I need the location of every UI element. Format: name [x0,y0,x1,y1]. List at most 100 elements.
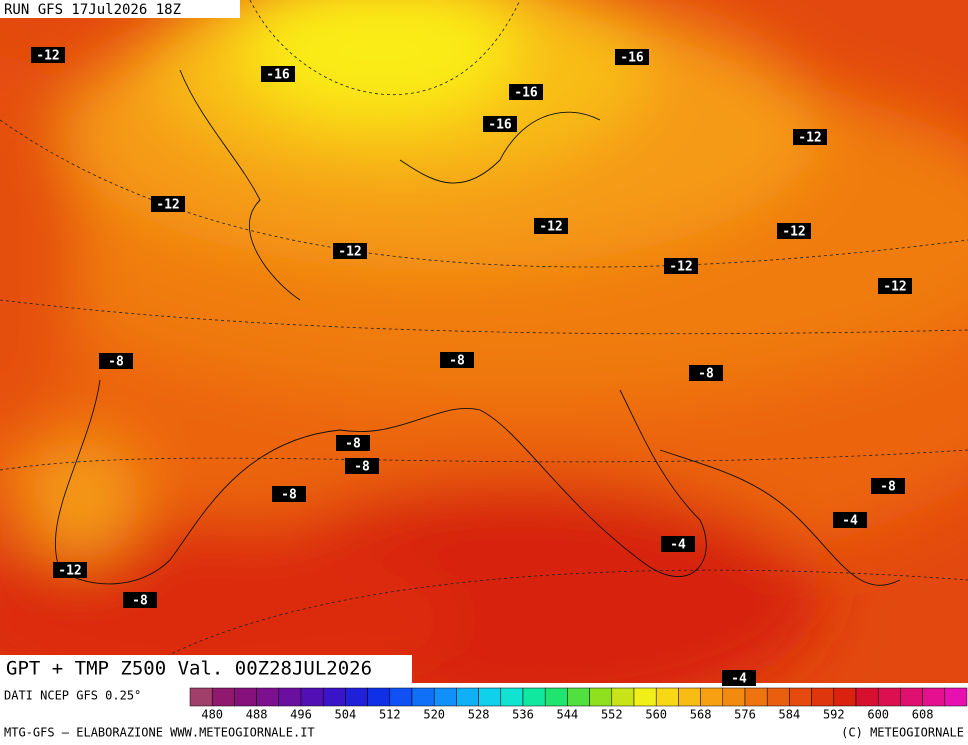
label-box [333,243,367,259]
scale-cell [322,687,346,707]
scale-cell [877,687,901,707]
map-label: -8 [880,480,896,495]
map-label: -4 [731,672,747,687]
map-label: -12 [883,280,906,295]
map-label: -12 [539,220,562,235]
scale-cell [922,687,946,707]
scale-cell [256,687,280,707]
scale-cell [833,687,857,707]
map-label: -16 [514,86,538,101]
scale-cell [855,687,879,707]
scale-cell [234,687,257,707]
scale-cell [189,687,213,707]
scale-cell [944,687,968,707]
label-box [664,258,698,274]
map-label: -4 [670,538,686,553]
label-box [261,66,295,82]
scale-cell [456,687,479,707]
label-box [534,218,568,234]
map-label: -16 [620,51,644,66]
scale-cell [567,687,590,707]
scale-label: 608 [912,708,934,722]
scale-cell [433,687,457,707]
footer-left: MTG-GFS — ELABORAZIONE WWW.METEOGIORNALE… [4,726,315,740]
scale-cell [544,687,568,707]
label-box [833,512,867,528]
scale-cell [278,687,302,707]
scale-cell [522,687,546,707]
label-box [53,562,87,578]
scale-cell [367,687,391,707]
footer-right: (C) METEOGIORNALE [841,726,964,740]
label-box [345,458,379,474]
label-box [272,486,306,502]
scale-cell [211,687,235,707]
map-label: -8 [281,488,297,503]
label-box [661,536,695,552]
scale-cell [633,687,657,707]
title-box [0,655,412,683]
contours [0,0,968,683]
scale-label: 512 [379,708,401,722]
label-box [871,478,905,494]
label-box [509,84,543,100]
label-box [31,47,65,63]
label-box [440,352,474,368]
label-box [777,223,811,239]
map-label: -16 [266,68,290,83]
map-label: -4 [842,514,858,529]
map-title: GPT + TMP Z500 Val. 00Z28JUL2026 [6,658,372,680]
map-label: -8 [449,354,465,369]
scale-label: 520 [423,708,445,722]
map [0,0,968,683]
scale-cell [811,687,835,707]
map-label: -12 [798,131,821,146]
scale-label: 600 [867,708,889,722]
label-box [615,49,649,65]
scale-label: 496 [290,708,312,722]
scale-cell [744,687,768,707]
run-label: RUN GFS 17Jul2026 18Z [4,2,181,18]
scale-label: 488 [246,708,268,722]
scale-cell [500,687,524,707]
scale-cell [700,687,724,707]
scale-label: 504 [335,708,357,722]
scale-label: 592 [823,708,845,722]
scale-label: 560 [645,708,667,722]
scale-cell [611,687,635,707]
scale-label: 480 [201,708,223,722]
scale-label: 576 [734,708,756,722]
scale-cell [678,687,701,707]
label-box [878,278,912,294]
map-label: -8 [345,437,361,452]
label-box [722,670,756,686]
map-label: -12 [58,564,81,579]
scale-label: 528 [468,708,490,722]
scale-label: 544 [557,708,579,722]
label-box [151,196,185,212]
map-label: -12 [782,225,805,240]
scale-cell [589,687,613,707]
scale-cell [655,687,679,707]
map-label: -12 [669,260,692,275]
source-label: DATI NCEP GFS 0.25° [4,689,141,703]
label-box [689,365,723,381]
map-label: -16 [488,118,512,133]
label-box [336,435,370,451]
map-label: -12 [36,49,59,64]
map-label: -8 [354,460,370,475]
scale-label: 552 [601,708,623,722]
scale-cell [389,687,413,707]
scale-cell [789,687,812,707]
map-label: -8 [698,367,714,382]
scale-cell [478,687,502,707]
label-box [99,353,133,369]
scale-cell [345,687,368,707]
map-label: -12 [338,245,361,260]
scale-cell [722,687,746,707]
map-label: -12 [156,198,179,213]
label-box [483,116,517,132]
run-box [0,0,240,18]
scale-cell [900,687,923,707]
